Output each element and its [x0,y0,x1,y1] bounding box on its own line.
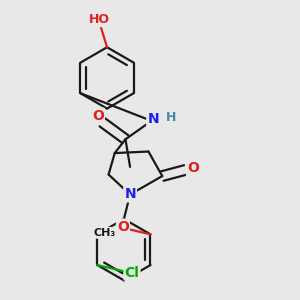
Text: O: O [117,220,129,234]
Text: O: O [187,161,199,176]
Text: HO: HO [89,13,110,26]
Text: Cl: Cl [124,266,140,280]
Text: H: H [166,111,177,124]
Text: O: O [92,109,104,123]
Text: CH₃: CH₃ [93,228,116,238]
Text: N: N [147,112,159,126]
Text: N: N [124,188,136,202]
